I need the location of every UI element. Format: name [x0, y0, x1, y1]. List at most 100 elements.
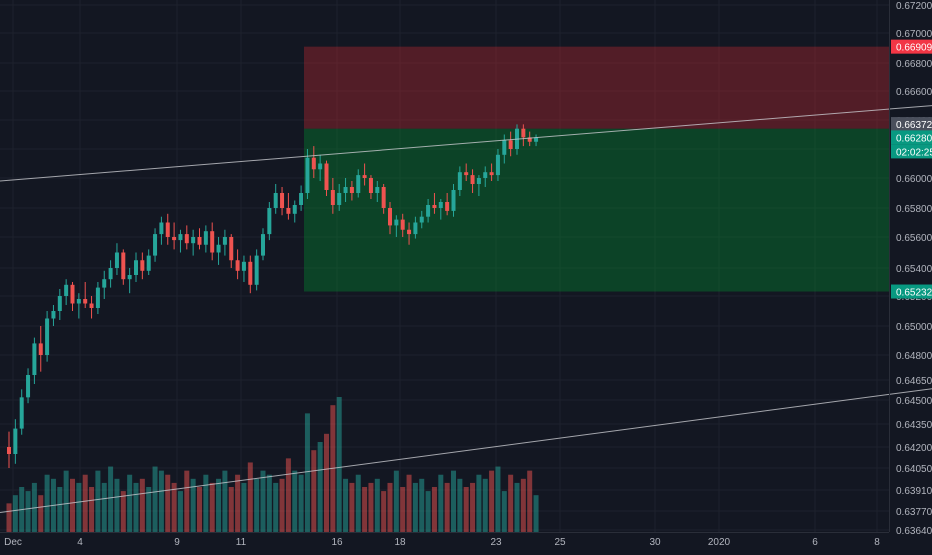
- take-profit-zone[interactable]: [304, 128, 889, 292]
- volume-bar: [489, 470, 495, 532]
- y-tick-label: 0.63770: [896, 507, 932, 518]
- volume-bar: [438, 474, 444, 532]
- candle-body: [45, 318, 50, 355]
- candle-body: [394, 219, 399, 226]
- candle-body: [419, 216, 424, 223]
- volume-bar: [292, 470, 298, 532]
- volume-bar: [139, 478, 145, 532]
- candle-body: [299, 193, 304, 205]
- candle-body: [108, 268, 113, 280]
- take-profit-price-label: 0.65232: [896, 288, 932, 299]
- volume-bar: [368, 482, 374, 532]
- volume-bar: [152, 466, 158, 532]
- y-tick-label: 0.66800: [896, 59, 932, 70]
- volume-bar: [228, 487, 234, 532]
- volume-bar: [336, 397, 342, 532]
- volume-bar: [527, 470, 533, 532]
- candle-body: [222, 237, 227, 245]
- trendlines[interactable]: [0, 70, 932, 513]
- y-tick-label: 0.64350: [896, 420, 932, 431]
- current-price-label-bg: [891, 130, 932, 145]
- candle-body: [280, 193, 285, 208]
- volume-bar: [12, 495, 18, 532]
- x-tick-label: 4: [77, 537, 83, 548]
- candle-body: [57, 296, 62, 311]
- volume-bar: [355, 474, 361, 532]
- candle-body: [178, 234, 183, 241]
- y-tick-label: 0.65000: [896, 322, 932, 333]
- candle-body: [70, 284, 75, 304]
- volume-bar: [501, 491, 507, 532]
- candle-body: [426, 205, 431, 217]
- volume-bar: [101, 482, 107, 532]
- volume-bar: [63, 470, 69, 532]
- volume-bar: [444, 482, 450, 532]
- candle-body: [38, 343, 43, 355]
- y-tick-label: 0.65800: [896, 204, 932, 215]
- y-tick-label: 0.65400: [896, 264, 932, 275]
- candle-body: [432, 205, 437, 208]
- volume-bar: [190, 478, 196, 532]
- volume-bar: [406, 474, 412, 532]
- trendline-upper[interactable]: [0, 70, 932, 182]
- candle-body: [235, 260, 240, 271]
- volume-bar: [317, 442, 323, 532]
- volume-bar: [216, 478, 222, 532]
- countdown-label-bg: [891, 144, 932, 159]
- candle-body: [248, 261, 253, 285]
- trendline-lower[interactable]: [0, 330, 932, 513]
- x-tick-label: 8: [874, 537, 880, 548]
- grid: [0, 0, 889, 532]
- candle-body: [146, 255, 151, 271]
- y-tick-label: 0.66600: [896, 87, 932, 98]
- candle-body: [457, 172, 462, 190]
- candle-body: [324, 163, 329, 190]
- x-tick-label: 9: [174, 537, 180, 548]
- time-axis[interactable]: Dec 4 9 11 16 18 23 25 30 2020 6 8: [4, 537, 880, 548]
- volume-bar: [165, 474, 171, 532]
- volume-bars: [6, 397, 539, 532]
- volume-bar: [508, 474, 514, 532]
- volume-bar: [197, 487, 202, 532]
- x-tick-label: 11: [236, 537, 247, 548]
- candle-body: [356, 175, 361, 193]
- volume-bar: [324, 433, 329, 532]
- candle-body: [241, 261, 246, 271]
- stop-loss-price-label-bg: [891, 39, 932, 54]
- candle-body: [95, 287, 100, 308]
- volume-bar: [82, 474, 88, 532]
- volume-bar: [514, 482, 520, 532]
- y-tick-label: 0.64800: [896, 351, 932, 362]
- candle-body: [527, 137, 532, 142]
- volume-bar: [298, 474, 304, 532]
- volume-bar: [362, 487, 368, 532]
- y-tick-label: 0.65600: [896, 233, 932, 244]
- volume-bar: [203, 474, 209, 532]
- y-tick-label: 0.64650: [896, 376, 932, 387]
- volume-bar: [241, 482, 247, 532]
- candle-body: [140, 260, 145, 271]
- candle-body: [438, 202, 443, 208]
- x-tick-label: 23: [490, 537, 502, 548]
- position-tool[interactable]: [304, 46, 889, 292]
- volume-bar: [311, 450, 317, 532]
- last-high-price-label: 0.66372: [896, 120, 932, 131]
- volume-bar: [146, 487, 152, 532]
- candle-body: [400, 219, 405, 230]
- candle-body: [197, 237, 202, 245]
- candle-body: [261, 234, 265, 256]
- y-tick-label: 0.64500: [896, 396, 932, 407]
- volume-bar: [349, 482, 355, 532]
- price-axis[interactable]: 0.672000.670000.668000.666000.664000.662…: [896, 1, 932, 537]
- stop-loss-zone[interactable]: [304, 46, 889, 129]
- candle-body: [210, 231, 215, 253]
- volume-bar: [482, 478, 488, 532]
- candle-body: [521, 128, 526, 138]
- volume-bar: [254, 478, 260, 532]
- candle-body: [51, 311, 56, 319]
- volume-bar: [495, 466, 501, 532]
- candle-body: [305, 157, 310, 193]
- take-profit-price-label-bg: [891, 284, 932, 299]
